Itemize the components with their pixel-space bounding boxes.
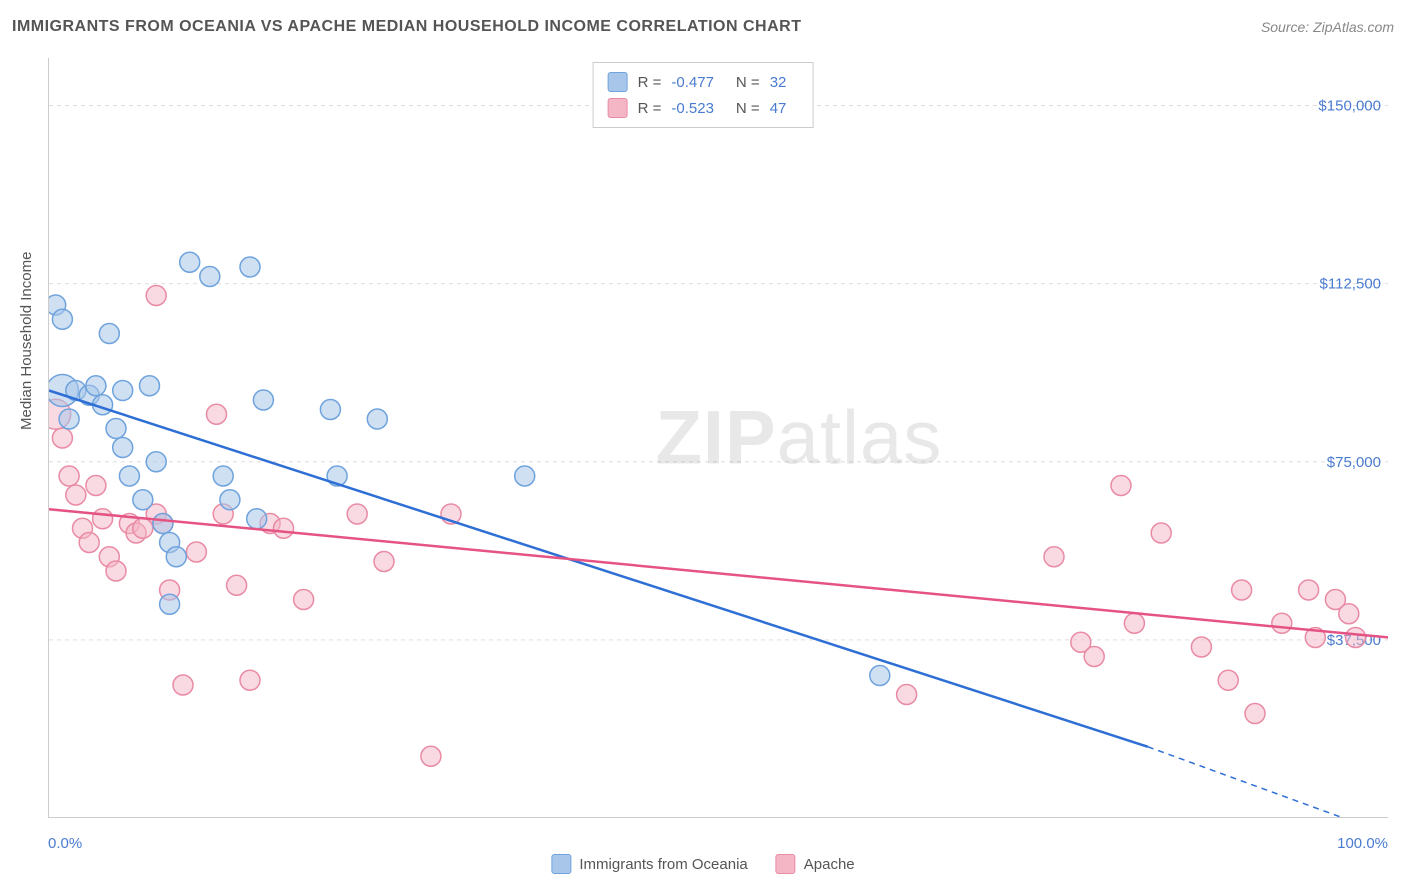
data-point-apache [1339,604,1359,624]
legend-row-oceania: R = -0.477 N = 32 [608,69,799,95]
data-point-oceania [119,466,139,486]
data-point-apache [421,746,441,766]
data-point-oceania [320,400,340,420]
data-point-apache [227,575,247,595]
data-point-apache [79,533,99,553]
x-axis-max-label: 100.0% [1337,835,1388,852]
data-point-apache [1245,704,1265,724]
series-legend: Immigrants from Oceania Apache [551,854,854,874]
data-point-apache [1299,580,1319,600]
data-point-oceania [220,490,240,510]
legend-row-apache: R = -0.523 N = 47 [608,95,799,121]
data-point-oceania [160,594,180,614]
source-attribution: Source: ZipAtlas.com [1261,19,1394,35]
data-point-apache [66,485,86,505]
y-axis-label: Median Household Income [18,252,35,430]
data-point-oceania [240,257,260,277]
data-point-apache [1124,613,1144,633]
series-name-apache: Apache [804,856,855,873]
header: IMMIGRANTS FROM OCEANIA VS APACHE MEDIAN… [12,18,1394,36]
series-legend-item-oceania: Immigrants from Oceania [551,854,747,874]
trend-line-extrapolated-oceania [1148,747,1388,817]
trend-line-apache [49,509,1388,637]
legend-n-value-apache: 47 [770,100,787,117]
data-point-oceania [153,514,173,534]
legend-r-value-oceania: -0.477 [671,74,714,91]
data-point-oceania [113,438,133,458]
data-point-oceania [515,466,535,486]
data-point-oceania [86,376,106,396]
data-point-oceania [870,666,890,686]
series-name-oceania: Immigrants from Oceania [579,856,747,873]
data-point-apache [374,552,394,572]
data-point-oceania [200,267,220,287]
data-point-oceania [247,509,267,529]
data-point-apache [240,670,260,690]
data-point-apache [1346,628,1366,648]
data-point-oceania [367,409,387,429]
data-point-apache [186,542,206,562]
plot-area: ZIPatlas $37,500$75,000$112,500$150,000 [48,58,1388,818]
data-point-oceania [146,452,166,472]
legend-r-label: R = [638,74,662,91]
y-tick-label: $75,000 [1327,454,1381,471]
y-tick-label: $112,500 [1320,276,1381,293]
series-swatch-oceania [551,854,571,874]
data-point-apache [1191,637,1211,657]
legend-r-label: R = [638,100,662,117]
data-point-apache [294,590,314,610]
data-point-apache [1044,547,1064,567]
data-point-oceania [106,419,126,439]
legend-swatch-apache [608,98,628,118]
data-point-apache [52,428,72,448]
data-point-oceania [253,390,273,410]
data-point-oceania [140,376,160,396]
data-point-oceania [113,381,133,401]
legend-n-value-oceania: 32 [770,74,787,91]
data-point-apache [274,518,294,538]
chart-title: IMMIGRANTS FROM OCEANIA VS APACHE MEDIAN… [12,18,802,36]
data-point-apache [1272,613,1292,633]
data-point-apache [173,675,193,695]
data-point-oceania [99,324,119,344]
data-point-apache [106,561,126,581]
correlation-legend: R = -0.477 N = 32 R = -0.523 N = 47 [593,62,814,128]
data-point-oceania [213,466,233,486]
x-axis-min-label: 0.0% [48,835,82,852]
data-point-apache [1218,670,1238,690]
data-point-oceania [52,309,72,329]
legend-n-label: N = [736,100,760,117]
data-point-apache [1151,523,1171,543]
data-point-apache [897,685,917,705]
legend-swatch-oceania [608,72,628,92]
data-point-apache [207,404,227,424]
chart-svg: $37,500$75,000$112,500$150,000 [49,58,1388,817]
y-tick-label: $150,000 [1318,98,1381,115]
data-point-apache [93,509,113,529]
data-point-oceania [180,252,200,272]
legend-n-label: N = [736,74,760,91]
chart-container: IMMIGRANTS FROM OCEANIA VS APACHE MEDIAN… [0,0,1406,892]
data-point-apache [1084,647,1104,667]
data-point-apache [86,476,106,496]
data-point-apache [146,286,166,306]
series-swatch-apache [776,854,796,874]
data-point-oceania [59,409,79,429]
trend-line-oceania [49,391,1148,747]
legend-r-value-apache: -0.523 [671,100,714,117]
series-legend-item-apache: Apache [776,854,855,874]
data-point-apache [1111,476,1131,496]
data-point-oceania [166,547,186,567]
data-point-apache [59,466,79,486]
data-point-oceania [133,490,153,510]
data-point-apache [347,504,367,524]
data-point-apache [1232,580,1252,600]
